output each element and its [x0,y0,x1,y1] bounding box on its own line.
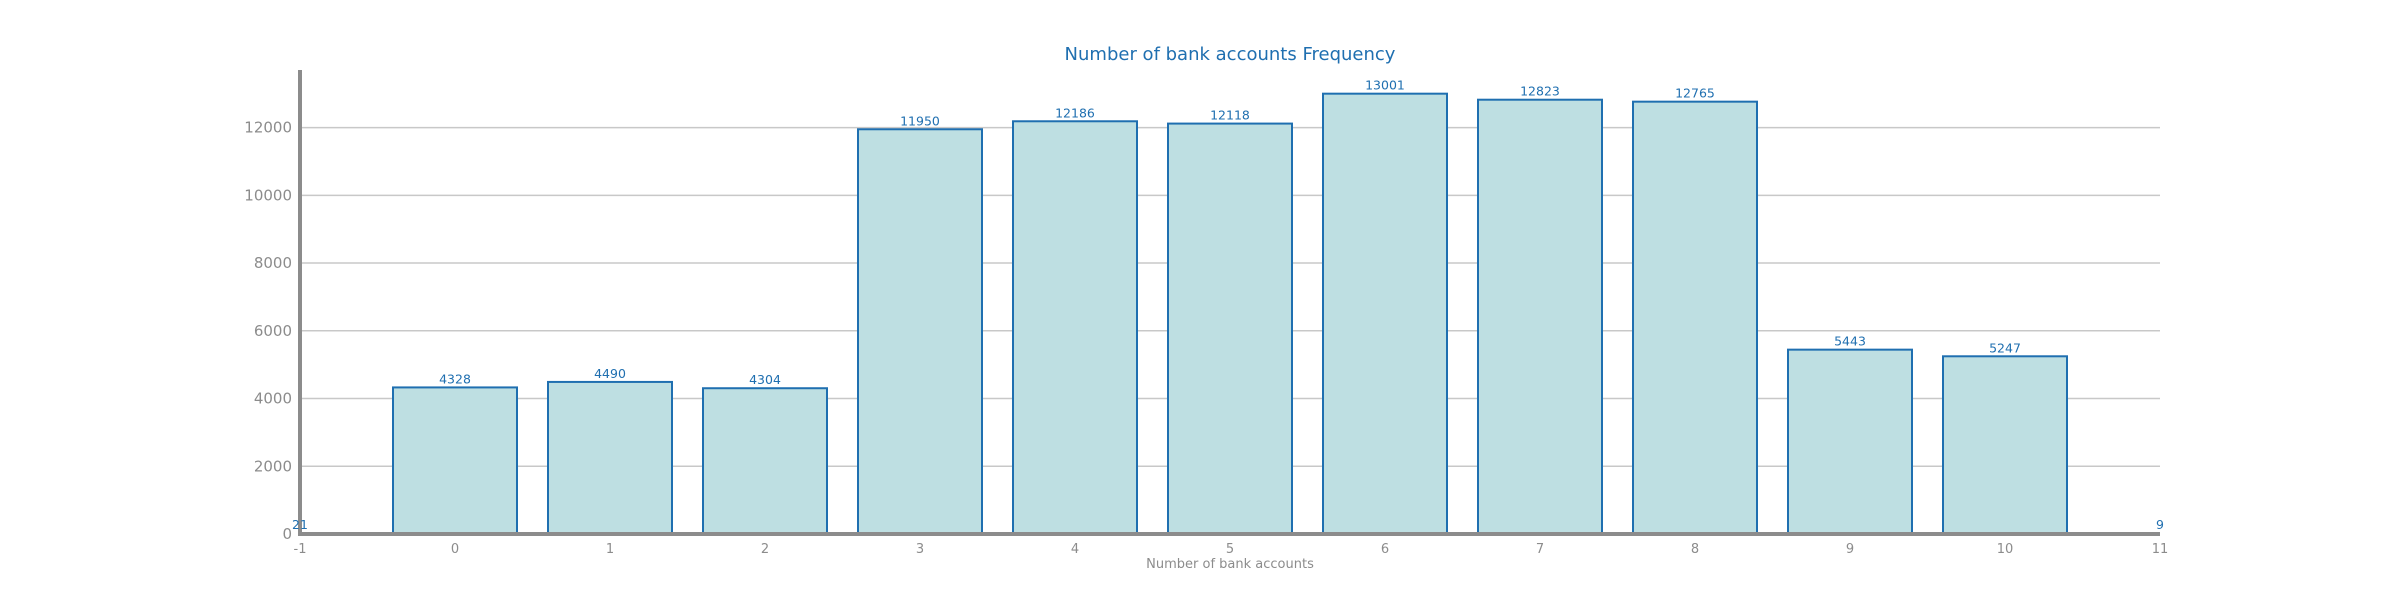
bar [1942,355,2068,535]
bar-value-label: 4328 [439,371,471,386]
chart-title: Number of bank accounts Frequency [1065,44,1396,65]
bar [1477,98,1603,536]
bar [547,380,673,535]
x-tick-label: 3 [916,542,924,557]
x-tick-label: 1 [606,542,614,557]
bars [392,92,2068,536]
x-tick-label: 9 [1846,542,1854,557]
bar-value-label: 11950 [900,113,940,128]
bar [1012,120,1138,536]
bar-value-label: 5247 [1989,340,2021,355]
x-tick-label: 5 [1226,542,1234,557]
x-tick-label: 4 [1071,542,1079,557]
bar [857,128,983,535]
bar-value-label: 12186 [1055,105,1095,120]
x-tick-label: 0 [451,542,459,557]
y-tick-label: 12000 [244,119,292,137]
bar-value-label: 5443 [1834,334,1866,349]
bar [1787,348,1913,535]
edge-label: 9 [2156,517,2164,532]
bar [1632,100,1758,536]
y-tick-label: 2000 [254,457,292,475]
x-tick-label: -1 [294,542,307,557]
bar-value-label: 12823 [1520,84,1560,99]
x-tick-label: 2 [761,542,769,557]
bar-value-label: 13001 [1365,78,1405,93]
bar [1167,122,1293,536]
y-tick-label: 6000 [254,322,292,340]
bar-value-label: 4304 [749,372,781,387]
bar-value-label: 12765 [1675,86,1715,101]
bar [702,387,828,535]
x-axis-label: Number of bank accounts [1146,557,1314,572]
edge-label: 21 [292,517,308,532]
y-tick-label: 8000 [254,254,292,272]
x-tick-label: 6 [1381,542,1389,557]
y-tick-label: 4000 [254,390,292,408]
axes [298,70,2160,536]
x-tick-label: 10 [1997,542,2014,557]
bar-value-label: 4490 [594,366,626,381]
x-tick-label: 8 [1691,542,1699,557]
x-tick-label: 7 [1536,542,1544,557]
x-tick-label: 11 [2152,542,2169,557]
bar [1322,92,1448,535]
bar-value-label: 12118 [1210,108,1250,123]
y-tick-label: 0 [282,525,292,543]
y-tick-label: 10000 [244,186,292,204]
bar [392,386,518,536]
